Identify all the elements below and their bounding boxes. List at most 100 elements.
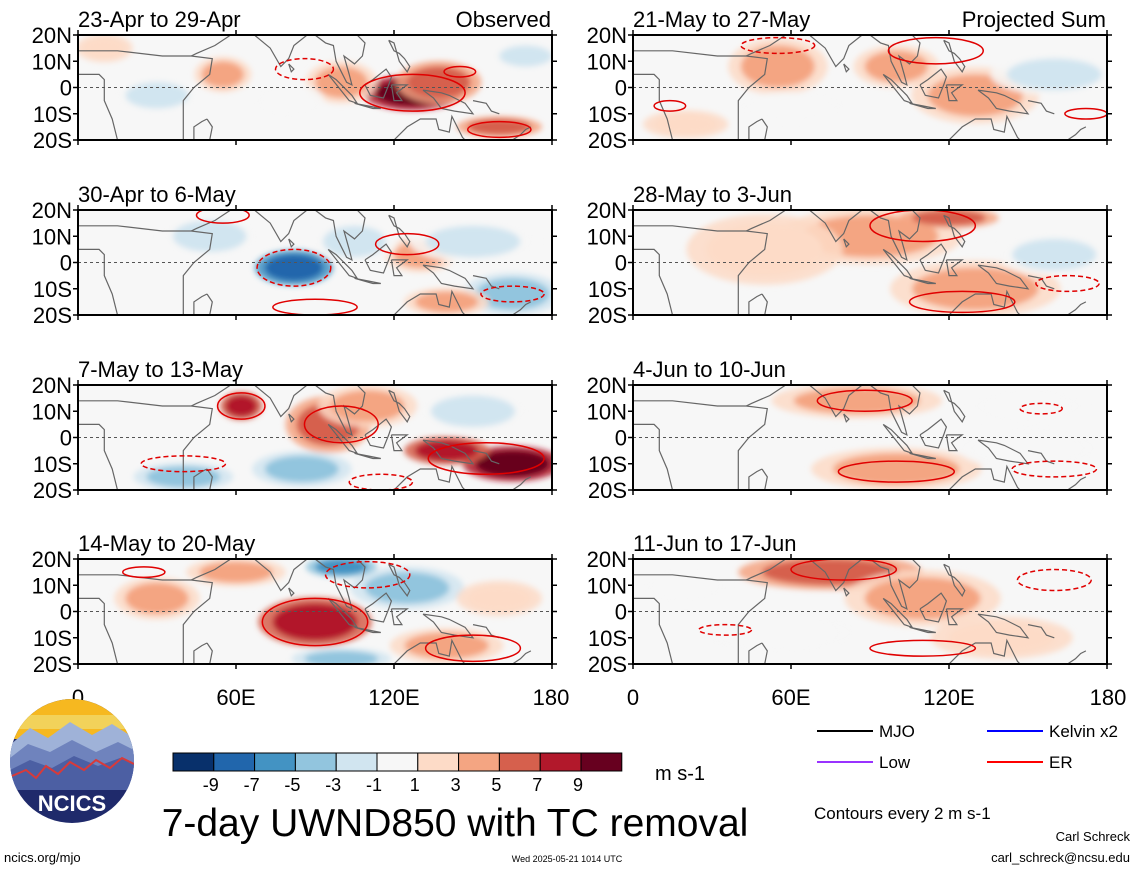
coastline [78,597,119,664]
coastline [745,559,787,581]
coastline [919,418,948,449]
coastline [843,238,850,248]
er-contour [348,473,414,490]
legend-label: MJO [879,722,915,741]
anomaly-core [304,650,379,664]
coastline [390,259,410,277]
x-tick-label: 120E [368,685,419,710]
coastline [78,50,213,140]
er-contour [698,623,753,636]
legend-label: Low [879,753,911,772]
er-contour [869,210,977,243]
coastline [422,613,475,639]
coastline [78,73,119,140]
coastline [393,464,466,490]
panel-corner-label: Observed [456,7,551,32]
panel-title: 28-May to 3-Jun [633,182,792,207]
coastline [422,89,475,115]
anomaly-core [83,37,126,59]
coastline [390,84,410,102]
contour-note: Contours every 2 m s-1 [814,804,991,823]
y-tick-label: 10S [33,626,72,651]
coastline [633,225,768,315]
coastline [909,452,936,460]
er-contour [837,460,956,483]
anomaly-core [719,616,836,649]
coastline [472,100,500,115]
x-axis-right: 0 60E 120E 180 [627,685,1126,710]
panel-content [78,35,552,140]
legend-label: Kelvin x2 [1049,722,1118,741]
coastline [748,468,768,490]
y-tick-label: 20S [588,303,627,328]
panel-title: 4-Jun to 10-Jun [633,357,786,382]
coastline [393,638,466,664]
colorbar-label: 1 [410,775,420,795]
anomaly-core [201,61,244,88]
anomaly-core [975,432,1081,464]
colorbar-segment [254,752,296,772]
colorbar-segment [376,752,419,772]
coastline [948,114,1021,140]
anomaly-core [499,45,552,67]
coastline [288,413,295,423]
coastline [512,126,532,140]
coastline [388,563,411,597]
anomaly-core [264,455,339,483]
anomaly-core [475,450,550,477]
coastline [977,89,1030,115]
colorbar-label: -5 [284,775,300,795]
y-tick-label: 20N [32,23,72,48]
anomaly-core [475,278,550,310]
coastline [1027,624,1055,639]
coastline [193,293,213,315]
anomaly-core [404,632,489,659]
coastline [78,400,213,490]
x-tick-label: 60E [216,685,255,710]
colorbar: -9 -7 -5 -3 -1 1 3 5 7 9 [172,752,623,795]
anomaly-core [125,582,189,615]
colorbar-label: 7 [532,775,542,795]
y-tick-label: 20N [587,198,627,223]
y-tick-label: 0 [60,251,72,276]
er-contour [324,560,411,589]
coastline [945,434,965,452]
coastline [354,102,381,110]
y-tick-label: 10N [32,573,72,598]
y-tick-label: 10N [587,573,627,598]
er-contour [122,566,166,579]
anomaly-core [330,390,405,422]
coastline [512,476,532,490]
y-tick-label: 20S [588,652,627,677]
panel-content [78,210,552,315]
coastline [977,264,1030,290]
y-tick-label: 10N [32,399,72,424]
anomaly-core [225,395,258,417]
footer-author: Carl Schreck [1056,829,1131,844]
anomaly-core [467,585,531,612]
coastline [314,559,366,611]
er-contour [816,389,913,412]
footer-site: ncics.org/mjo [4,850,81,865]
colorbar-label: -7 [244,775,260,795]
coastline [843,587,850,597]
colorbar-segment [335,752,378,772]
colorbar-label: 9 [573,775,583,795]
coastline [354,452,381,460]
ncics-logo: NCICS [10,699,134,823]
coastline [869,385,921,437]
er-contour [1016,568,1092,592]
anomaly-core [407,66,471,98]
panel-title: 21-May to 27-May [633,7,810,32]
coastline [943,214,966,248]
y-tick-label: 10N [587,399,627,424]
coastline [422,264,475,290]
x-axis-left: 0 60E 120E 180 [72,685,569,710]
coastline [919,243,948,274]
coastline [748,293,768,315]
y-tick-label: 0 [615,251,627,276]
